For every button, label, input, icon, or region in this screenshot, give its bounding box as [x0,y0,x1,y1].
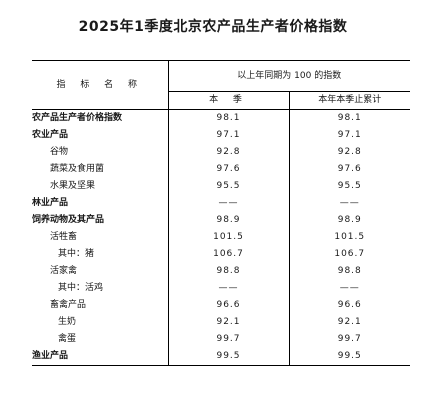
table-row: 其中：猪 106.7 106.7 [32,246,410,263]
row-current-value: 101.5 [167,229,289,246]
row-label: 活家禽 [50,266,78,276]
table-row: 谷物 92.8 92.8 [32,144,410,161]
row-cumulative-value: 99.5 [288,348,410,366]
table-row: 活家禽 98.8 98.8 [32,263,410,280]
row-current-value: —— [167,280,289,297]
row-label: 生奶 [58,317,77,327]
row-label: 谷物 [50,147,69,157]
row-current-value: 97.6 [167,161,289,178]
row-current-value: 97.1 [167,127,289,144]
table-row: 水果及坚果 95.5 95.5 [32,178,410,195]
row-current-value: 99.7 [167,331,289,348]
price-index-table: 指 标 名 称 以上年同期为 100 的指数 本 季 本年本季止累计 农产品生产… [32,60,410,366]
row-cumulative-value: 98.8 [288,263,410,280]
row-cumulative-value: 101.5 [288,229,410,246]
table-row: 林业产品 —— —— [32,195,410,212]
row-cumulative-value: 97.1 [288,127,410,144]
row-cumulative-value: 95.5 [288,178,410,195]
row-label: 农业产品 [32,130,69,140]
row-cumulative-value: —— [288,195,410,212]
row-current-value: 99.5 [167,348,289,366]
row-cumulative-value: 96.6 [288,297,410,314]
row-label: 其中：猪 [58,249,95,259]
row-cumulative-value: 97.6 [288,161,410,178]
table-row: 其中：活鸡 —— —— [32,280,410,297]
table-row: 饲养动物及其产品 98.9 98.9 [32,212,410,229]
row-label: 畜禽产品 [50,300,87,310]
row-current-value: 98.1 [167,109,289,127]
row-cumulative-value: 99.7 [288,331,410,348]
header-indicator-name: 指 标 名 称 [32,60,168,110]
table-row: 禽蛋 99.7 99.7 [32,331,410,348]
table-row: 活牲畜 101.5 101.5 [32,229,410,246]
row-cumulative-value: —— [288,280,410,297]
table-row: 蔬菜及食用菌 97.6 97.6 [32,161,410,178]
row-current-value: 98.9 [167,212,289,229]
table-row: 畜禽产品 96.6 96.6 [32,297,410,314]
header-current-quarter: 本 季 [167,91,289,110]
row-label: 水果及坚果 [50,181,96,191]
row-label: 蔬菜及食用菌 [50,164,105,174]
row-label: 禽蛋 [58,334,77,344]
table-row: 生奶 92.1 92.1 [32,314,410,331]
page-title: 2025年1季度北京农产品生产者价格指数 [78,19,348,35]
row-current-value: 95.5 [167,178,289,195]
table-row: 渔业产品 99.5 99.5 [32,348,410,366]
row-cumulative-value: 92.8 [288,144,410,161]
row-current-value: 92.8 [167,144,289,161]
row-label: 其中：活鸡 [58,283,104,293]
row-current-value: 96.6 [167,297,289,314]
row-cumulative-value: 98.1 [288,109,410,127]
row-cumulative-value: 106.7 [288,246,410,263]
table-row: 农业产品 97.1 97.1 [32,127,410,144]
row-current-value: 98.8 [167,263,289,280]
header-index-group: 以上年同期为 100 的指数 [167,60,410,92]
header-cumulative: 本年本季止累计 [288,91,410,110]
row-label: 农产品生产者价格指数 [32,113,123,123]
row-label: 饲养动物及其产品 [32,215,105,225]
row-label: 渔业产品 [32,348,168,366]
row-current-value: 92.1 [167,314,289,331]
row-current-value: 106.7 [167,246,289,263]
row-cumulative-value: 98.9 [288,212,410,229]
row-cumulative-value: 92.1 [288,314,410,331]
row-label: 活牲畜 [50,232,78,242]
row-current-value: —— [167,195,289,212]
row-label: 林业产品 [32,198,69,208]
table-row: 农产品生产者价格指数 98.1 98.1 [32,109,410,127]
